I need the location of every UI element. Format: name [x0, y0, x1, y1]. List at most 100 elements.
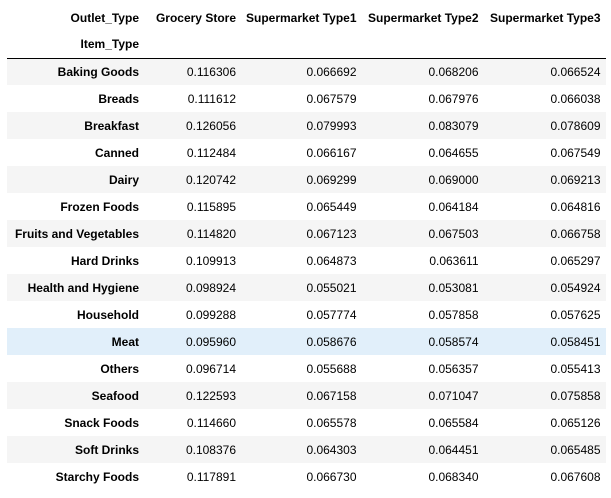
- row-label: Household: [77, 307, 139, 322]
- table-cell: 0.069000: [428, 172, 479, 187]
- table-row: Household 0.099288 0.057774 0.057858 0.05762…: [7, 301, 606, 328]
- table-cell: 0.114660: [186, 415, 236, 430]
- table-cell: 0.066524: [550, 64, 601, 79]
- table-cell: 0.115895: [186, 199, 236, 214]
- table-row: Snack Foods 0.114660 0.065578 0.065584 0.065…: [7, 409, 606, 436]
- table-cell: 0.067549: [550, 145, 601, 160]
- table-cell: 0.095960: [185, 334, 236, 349]
- table-cell: 0.096714: [185, 361, 236, 376]
- column-header-row: Outlet_Type Grocery Store Supermarket Ty…: [7, 4, 606, 31]
- table-cell: 0.064184: [428, 199, 479, 214]
- table-cell: 0.064303: [306, 442, 357, 457]
- empty-header-cell: [483, 31, 606, 59]
- row-label: Snack Foods: [64, 415, 139, 430]
- table-cell: 0.065578: [306, 415, 357, 430]
- table-body: Baking Goods 0.116306 0.066692 0.068206 0.06…: [7, 58, 606, 490]
- table-cell: 0.057625: [550, 307, 601, 322]
- table-row: Seafood 0.122593 0.067158 0.071047 0.075858: [7, 382, 606, 409]
- row-label: Others: [100, 361, 139, 376]
- table-cell: 0.114820: [186, 226, 236, 241]
- row-label: Dairy: [108, 172, 139, 187]
- table-cell: 0.067976: [428, 91, 479, 106]
- table-cell: 0.099288: [185, 307, 236, 322]
- table-cell: 0.067608: [550, 469, 601, 484]
- table-cell: 0.064451: [428, 442, 479, 457]
- table-row: Frozen Foods 0.115895 0.065449 0.064184 0.06…: [7, 193, 606, 220]
- empty-header-cell: [241, 31, 362, 59]
- table-cell: 0.108376: [185, 442, 236, 457]
- row-label: Soft Drinks: [74, 442, 139, 457]
- table-cell: 0.067123: [306, 226, 357, 241]
- row-label: Baking Goods: [57, 64, 139, 79]
- table-cell: 0.056357: [428, 361, 479, 376]
- table-cell: 0.055021: [306, 280, 357, 295]
- table-cell: 0.083079: [428, 118, 479, 133]
- table-cell: 0.120742: [185, 172, 236, 187]
- table-cell: 0.068206: [428, 64, 479, 79]
- table-cell: 0.066038: [550, 91, 601, 106]
- table-cell: 0.071047: [428, 388, 479, 403]
- table-cell: 0.109913: [185, 253, 236, 268]
- table-cell: 0.067503: [428, 226, 479, 241]
- column-index-name: Outlet_Type: [70, 10, 139, 25]
- table-cell: 0.057774: [306, 307, 357, 322]
- row-index-name: Item_Type: [7, 31, 144, 59]
- table-cell: 0.066730: [306, 469, 357, 484]
- table-cell: 0.065449: [306, 199, 357, 214]
- row-label: Frozen Foods: [60, 199, 139, 214]
- empty-header-cell: [361, 31, 484, 59]
- table-cell: 0.054924: [550, 280, 601, 295]
- table-cell: 0.053081: [428, 280, 479, 295]
- table-cell: 0.098924: [185, 280, 236, 295]
- table-cell: 0.078609: [550, 118, 601, 133]
- table-cell: 0.064816: [550, 199, 601, 214]
- table-row: Baking Goods 0.116306 0.066692 0.068206 0.06…: [7, 58, 606, 85]
- table-cell: 0.067158: [306, 388, 357, 403]
- table-cell: 0.112484: [186, 145, 236, 160]
- table-cell: 0.065485: [550, 442, 601, 457]
- row-label: Breakfast: [84, 118, 139, 133]
- row-label: Health and Hygiene: [27, 280, 139, 295]
- empty-header-cell: [144, 31, 241, 59]
- table-cell: 0.055413: [550, 361, 601, 376]
- table-cell: 0.066692: [306, 64, 357, 79]
- column-header-supermarket-type2: Supermarket Type2: [368, 10, 479, 25]
- table-row: Meat 0.095960 0.058676 0.058574 0.058451: [7, 328, 606, 355]
- row-label: Breads: [98, 91, 139, 106]
- table-cell: 0.057858: [428, 307, 479, 322]
- table-cell: 0.122593: [185, 388, 236, 403]
- table-cell: 0.058574: [428, 334, 479, 349]
- dataframe-table: Outlet_Type Grocery Store Supermarket Ty…: [7, 4, 606, 490]
- table-cell: 0.064873: [306, 253, 357, 268]
- table-row: Breads 0.111612 0.067579 0.067976 0.066038: [7, 85, 606, 112]
- row-label: Hard Drinks: [70, 253, 139, 268]
- table-row: Breakfast 0.126056 0.079993 0.083079 0.07860…: [7, 112, 606, 139]
- row-label: Meat: [111, 334, 139, 349]
- table-cell: 0.079993: [306, 118, 357, 133]
- row-index-header-row: Item_Type: [7, 31, 606, 59]
- table-row: Soft Drinks 0.108376 0.064303 0.064451 0.065…: [7, 436, 606, 463]
- table-cell: 0.066758: [550, 226, 601, 241]
- table-cell: 0.058451: [550, 334, 601, 349]
- table-cell: 0.065584: [428, 415, 479, 430]
- table-row: Health and Hygiene 0.098924 0.055021 0.0530…: [7, 274, 606, 301]
- table-cell: 0.069213: [550, 172, 601, 187]
- table-row: Fruits and Vegetables 0.114820 0.067123 0.0…: [7, 220, 606, 247]
- table-row: Starchy Foods 0.117891 0.066730 0.068340 0.0…: [7, 463, 606, 490]
- table-cell: 0.067579: [306, 91, 357, 106]
- table-header: Outlet_Type Grocery Store Supermarket Ty…: [7, 4, 606, 59]
- row-label: Starchy Foods: [55, 469, 139, 484]
- table-row: Others 0.096714 0.055688 0.056357 0.055413: [7, 355, 606, 382]
- column-header-supermarket-type1: Supermarket Type1: [246, 10, 357, 25]
- row-label: Seafood: [91, 388, 139, 403]
- table-cell: 0.117891: [186, 469, 236, 484]
- table-cell: 0.064655: [428, 145, 479, 160]
- column-header-grocery-store: Grocery Store: [155, 10, 236, 25]
- table-cell: 0.116306: [186, 64, 236, 79]
- table-row: Dairy 0.120742 0.069299 0.069000 0.069213: [7, 166, 606, 193]
- table-cell: 0.063611: [429, 253, 479, 268]
- table-cell: 0.069299: [306, 172, 357, 187]
- table-cell: 0.126056: [185, 118, 236, 133]
- table-cell: 0.065126: [550, 415, 601, 430]
- table-cell: 0.075858: [550, 388, 601, 403]
